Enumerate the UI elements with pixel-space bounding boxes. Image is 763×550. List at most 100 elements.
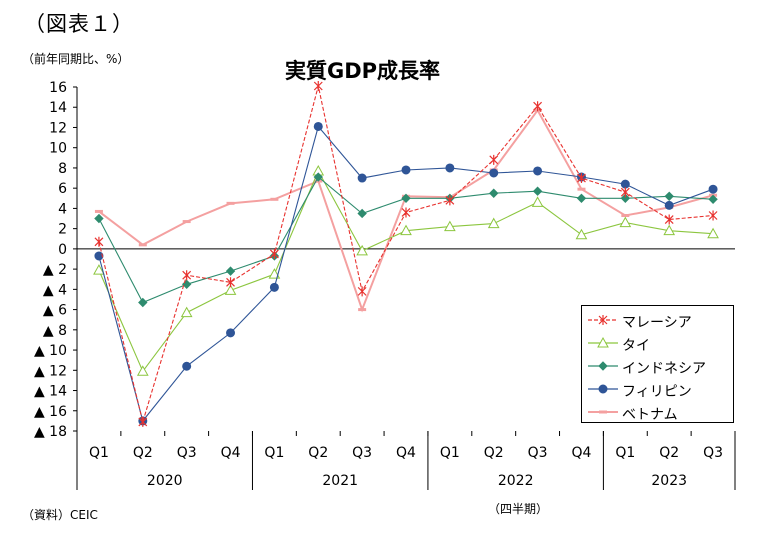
data-point: [180, 306, 193, 318]
data-point: [401, 207, 411, 218]
data-point: [357, 173, 367, 183]
y-tick-label: ▲ 8: [43, 323, 67, 339]
y-tick-label: ▲ 18: [34, 424, 67, 440]
year-label: 2022: [498, 473, 534, 489]
data-point: [489, 188, 499, 198]
data-point: [401, 165, 411, 175]
unit-label: （前年同期比、%）: [22, 52, 130, 66]
y-tick-label: ▲ 12: [34, 363, 67, 379]
legend-marker: [598, 315, 608, 325]
series-2: [94, 172, 718, 308]
y-tick-label: 10: [49, 141, 67, 157]
data-point: [93, 264, 105, 275]
y-tick-label: 0: [58, 242, 67, 258]
data-point: [708, 194, 718, 205]
data-point: [226, 277, 235, 288]
x-tick-label: Q1: [440, 445, 460, 461]
data-point: [445, 195, 455, 206]
legend-marker: [598, 361, 608, 371]
data-point: [487, 217, 500, 229]
x-tick-label: Q2: [308, 445, 328, 461]
y-tick-label: ▲ 2: [43, 262, 67, 278]
data-point: [138, 297, 148, 308]
year-label: 2020: [147, 473, 183, 489]
data-point: [444, 220, 456, 232]
legend-label: フィリピン: [622, 384, 692, 400]
y-tick-label: ▲ 4: [43, 282, 67, 298]
data-point: [313, 80, 323, 91]
data-point: [620, 179, 630, 189]
data-point: [664, 214, 674, 225]
data-point: [619, 216, 632, 228]
data-point: [138, 416, 148, 427]
data-point: [401, 193, 411, 204]
y-tick-label: 6: [58, 181, 67, 197]
data-point: [357, 286, 367, 297]
legend-label: マレーシア: [622, 315, 692, 331]
y-tick-label: ▲ 14: [34, 384, 67, 400]
y-tick-label: 2: [58, 222, 67, 238]
legend-marker: [598, 384, 608, 394]
chart-title: 実質GDP成長率: [285, 59, 441, 83]
x-tick-label: Q2: [484, 445, 504, 461]
y-tick-label: 8: [58, 161, 67, 177]
legend: マレーシア タイ インドネシア フィリピン ベトナム: [581, 305, 734, 423]
data-point: [620, 187, 630, 198]
data-point: [226, 328, 236, 338]
x-tick-label: Q1: [615, 445, 635, 461]
y-tick-label: 4: [58, 201, 67, 217]
data-point: [532, 186, 543, 196]
x-tick-label: Q3: [528, 445, 548, 461]
legend-item: マレーシア: [582, 309, 733, 331]
series-0: [94, 80, 718, 427]
data-point: [356, 244, 368, 256]
source-label: （資料）CEIC: [22, 508, 98, 522]
y-tick-label: 16: [49, 80, 67, 96]
legend-swatch: [588, 410, 618, 414]
x-tick-label: Q1: [89, 445, 109, 461]
data-point: [664, 191, 674, 201]
data-point: [663, 224, 676, 236]
figure-label: （図表１）: [24, 12, 134, 36]
y-tick-label: ▲ 16: [34, 404, 67, 420]
legend-item: ベトナム: [582, 401, 733, 423]
legend-item: タイ: [582, 332, 733, 354]
legend-label: ベトナム: [622, 407, 678, 423]
data-point: [136, 365, 149, 376]
data-point: [94, 251, 104, 261]
year-label: 2023: [651, 473, 687, 489]
legend-marker: [597, 336, 609, 348]
data-point: [313, 121, 323, 131]
data-point: [357, 208, 367, 219]
data-point: [268, 268, 281, 279]
legend-swatch: [588, 336, 618, 348]
data-point: [182, 270, 192, 281]
data-point: [225, 266, 236, 276]
data-point: [489, 168, 499, 178]
legend-label: タイ: [622, 338, 650, 354]
data-point: [708, 184, 718, 194]
y-tick-label: ▲ 6: [43, 303, 67, 319]
legend-item: フィリピン: [582, 378, 733, 400]
x-tick-label: Q4: [221, 445, 241, 461]
period-label: （四半期）: [488, 502, 549, 516]
data-point: [269, 282, 279, 292]
y-tick-label: 14: [49, 100, 67, 116]
y-tick-label: ▲ 10: [34, 343, 67, 359]
data-point: [313, 172, 323, 182]
legend-swatch: [588, 315, 618, 325]
data-point: [400, 224, 412, 236]
data-point: [708, 210, 718, 221]
data-point: [533, 166, 543, 176]
data-point: [707, 227, 719, 239]
data-point: [224, 284, 237, 295]
x-tick-label: Q2: [659, 445, 679, 461]
x-tick-label: Q4: [571, 445, 591, 461]
data-point: [445, 163, 455, 173]
data-point: [182, 361, 192, 371]
data-point: [575, 228, 588, 240]
data-point: [664, 200, 674, 210]
x-tick-label: Q3: [177, 445, 197, 461]
series-3: [94, 121, 718, 426]
y-tick-label: 12: [49, 120, 67, 136]
